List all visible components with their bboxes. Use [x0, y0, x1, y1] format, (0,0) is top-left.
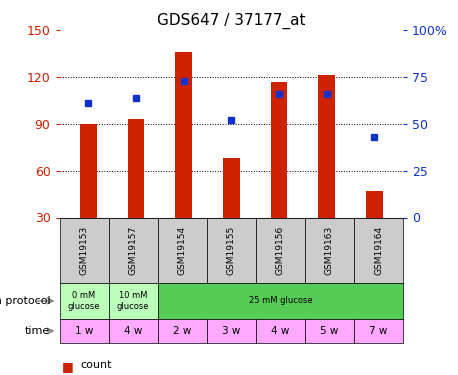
Text: GSM19163: GSM19163	[325, 226, 334, 275]
Text: 4 w: 4 w	[124, 326, 142, 336]
Bar	[127, 119, 144, 218]
Text: 3 w: 3 w	[222, 326, 240, 336]
Text: 2 w: 2 w	[173, 326, 191, 336]
Text: growth protocol: growth protocol	[0, 296, 50, 306]
Text: GSM19155: GSM19155	[227, 226, 236, 275]
Text: GSM19157: GSM19157	[129, 226, 138, 275]
Bar	[80, 124, 97, 218]
Bar	[271, 82, 287, 218]
Text: GSM19153: GSM19153	[80, 226, 88, 275]
Text: ■: ■	[62, 360, 74, 373]
Bar	[366, 191, 383, 217]
Bar	[318, 75, 335, 217]
Text: 10 mM
glucose: 10 mM glucose	[117, 291, 149, 310]
Text: 4 w: 4 w	[271, 326, 289, 336]
Text: 25 mM glucose: 25 mM glucose	[249, 296, 312, 305]
Text: GSM19164: GSM19164	[374, 226, 383, 275]
Bar	[223, 158, 240, 218]
Text: 5 w: 5 w	[320, 326, 338, 336]
Title: GDS647 / 37177_at: GDS647 / 37177_at	[157, 12, 305, 28]
Text: 0 mM
glucose: 0 mM glucose	[68, 291, 100, 310]
Text: GSM19154: GSM19154	[178, 226, 187, 275]
Text: 1 w: 1 w	[75, 326, 93, 336]
Text: time: time	[25, 326, 50, 336]
Bar	[175, 52, 192, 217]
Text: 7 w: 7 w	[369, 326, 387, 336]
Text: count: count	[80, 360, 112, 370]
Text: GSM19156: GSM19156	[276, 226, 285, 275]
